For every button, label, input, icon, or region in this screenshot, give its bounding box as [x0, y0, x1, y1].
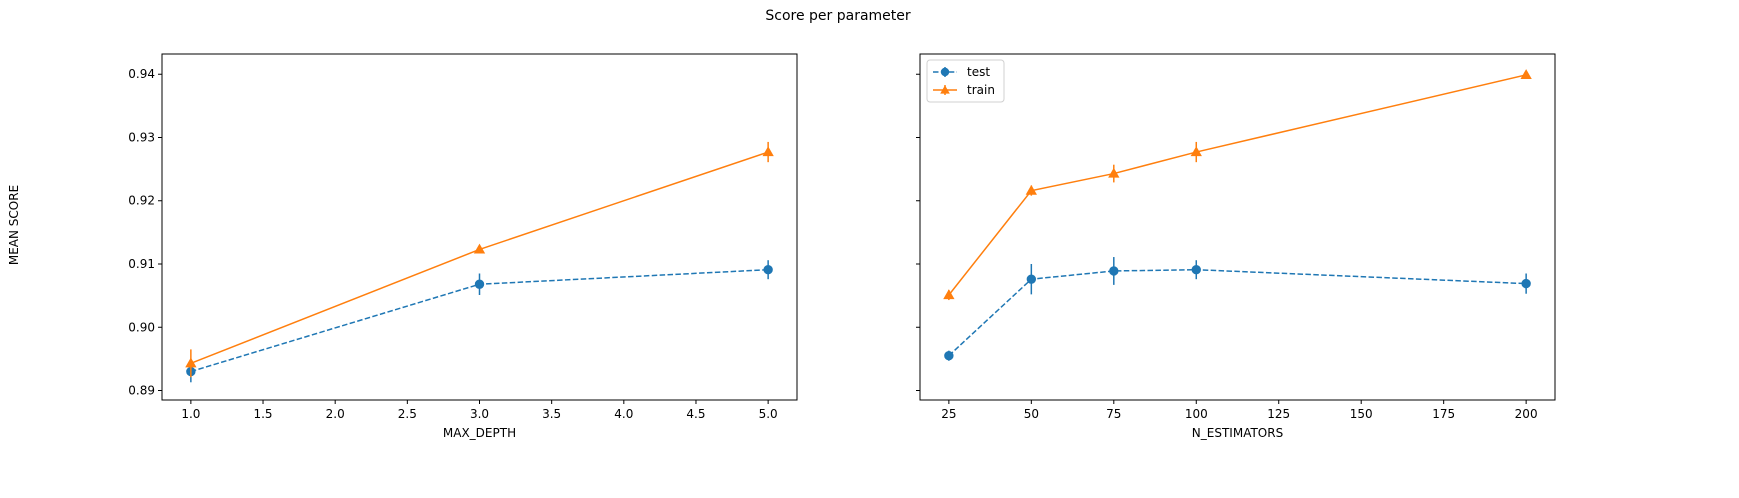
data-point-test — [1026, 274, 1037, 284]
legend-marker-test — [940, 67, 950, 77]
x-tick-label: 25 — [941, 407, 956, 421]
data-point-test — [944, 351, 954, 361]
y-tick-label: 0.94 — [128, 67, 155, 81]
x-tick-label: 200 — [1515, 407, 1538, 421]
x-tick-label: 2.5 — [398, 407, 417, 421]
y-tick-label: 0.92 — [128, 194, 155, 208]
y-tick-label: 0.90 — [128, 320, 155, 334]
x-tick-label: 150 — [1350, 407, 1373, 421]
data-point-test — [1109, 266, 1119, 276]
y-tick-label: 0.91 — [128, 257, 155, 271]
legend-label-train: train — [967, 83, 995, 97]
data-point-test — [1191, 264, 1201, 275]
series-line-test — [948, 268, 1527, 357]
data-point-train — [762, 146, 774, 157]
data-point-train — [1520, 69, 1532, 79]
y-tick-label: 0.89 — [128, 384, 155, 398]
data-point-train — [943, 289, 955, 300]
x-tick-label: 4.5 — [686, 407, 705, 421]
x-tick-label: 125 — [1267, 407, 1290, 421]
x-tick-label: 3.5 — [542, 407, 561, 421]
data-point-train — [185, 357, 197, 368]
chart-panel-n-estimators: 25 50 75 100 125 150 175 200 N_ESTIMATORS test tra… — [916, 53, 1556, 440]
x-tick-label: 2.0 — [326, 407, 345, 421]
series-line-train — [190, 151, 769, 365]
x-tick-label: 75 — [1106, 407, 1121, 421]
legend: test train — [926, 59, 1005, 103]
chart-panel-max-depth: 1.0 1.5 2.0 2.5 3.0 3.5 4.0 4.5 5.0 0.89 0.90 0.91 0… — [128, 53, 798, 440]
x-axis-label: MAX_DEPTH — [443, 426, 516, 440]
data-point-test — [1521, 278, 1531, 289]
x-tick-label: 50 — [1024, 407, 1039, 421]
data-point-train — [1190, 146, 1202, 157]
data-point-test — [763, 264, 773, 275]
legend-label-test: test — [967, 65, 990, 79]
x-axis-label: N_ESTIMATORS — [1192, 426, 1283, 440]
data-point-test — [474, 279, 485, 289]
x-tick-label: 4.0 — [614, 407, 633, 421]
data-point-train — [1025, 184, 1037, 195]
x-tick-label: 1.5 — [253, 407, 272, 421]
x-tick-label: 175 — [1432, 407, 1455, 421]
figure-y-label: MEAN SCORE — [7, 185, 21, 265]
legend-marker-train — [940, 85, 950, 94]
data-point-train — [473, 243, 486, 254]
y-tick-label: 0.93 — [128, 130, 155, 144]
x-tick-label: 1.0 — [181, 407, 200, 421]
data-point-train — [1108, 167, 1120, 178]
x-tick-label: 3.0 — [470, 407, 489, 421]
series-line-train — [948, 74, 1527, 296]
plot-frame — [919, 53, 1556, 401]
figure-title: Score per parameter — [765, 8, 911, 24]
x-tick-label: 100 — [1185, 407, 1208, 421]
x-tick-label: 5.0 — [759, 407, 778, 421]
plot-frame — [161, 53, 798, 401]
